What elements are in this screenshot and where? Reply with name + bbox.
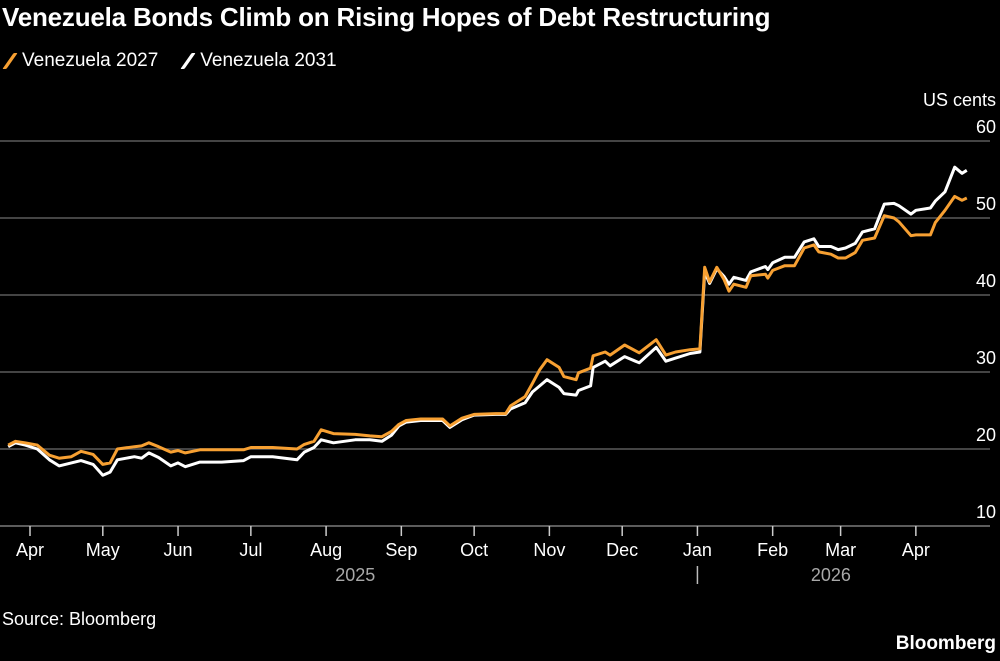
year-label: 2026 <box>811 565 851 585</box>
x-tick-label: Jan <box>683 540 712 560</box>
bloomberg-logo: Bloomberg <box>895 633 996 654</box>
y-tick-label: 30 <box>976 348 996 368</box>
y-tick-label: 20 <box>976 425 996 445</box>
legend-label-2027: Venezuela 2027 <box>22 50 159 71</box>
x-tick-label: May <box>86 540 120 560</box>
x-tick-label: Dec <box>606 540 638 560</box>
x-tick-label: Mar <box>825 540 856 560</box>
legend-item-2031: Venezuela 2031 <box>180 50 337 72</box>
chart-title: Venezuela Bonds Climb on Rising Hopes of… <box>2 2 771 32</box>
x-tick-label: Apr <box>902 540 930 560</box>
y-axis-unit-label: US cents <box>923 90 996 110</box>
x-tick-label: Feb <box>757 540 788 560</box>
year-label: 2025 <box>335 565 375 585</box>
legend: Venezuela 2027 Venezuela 2031 <box>2 50 337 72</box>
x-tick-label: Jul <box>239 540 262 560</box>
y-tick-label: 60 <box>976 117 996 137</box>
y-tick-label: 40 <box>976 271 996 291</box>
x-tick-label: Aug <box>310 540 342 560</box>
legend-label-2031: Venezuela 2031 <box>200 50 337 71</box>
x-tick-label: Oct <box>460 540 488 560</box>
y-tick-label: 50 <box>976 194 996 214</box>
legend-item-2027: Venezuela 2027 <box>2 50 158 72</box>
x-tick-label: Nov <box>533 540 565 560</box>
x-tick-label: Apr <box>16 540 44 560</box>
x-tick-label: Jun <box>164 540 193 560</box>
series-line-venezuela-2031 <box>7 165 968 477</box>
source-note: Source: Bloomberg <box>2 609 157 629</box>
series-line-venezuela-2027 <box>7 194 968 466</box>
y-tick-label: 10 <box>976 502 996 522</box>
x-tick-label: Sep <box>385 540 417 560</box>
